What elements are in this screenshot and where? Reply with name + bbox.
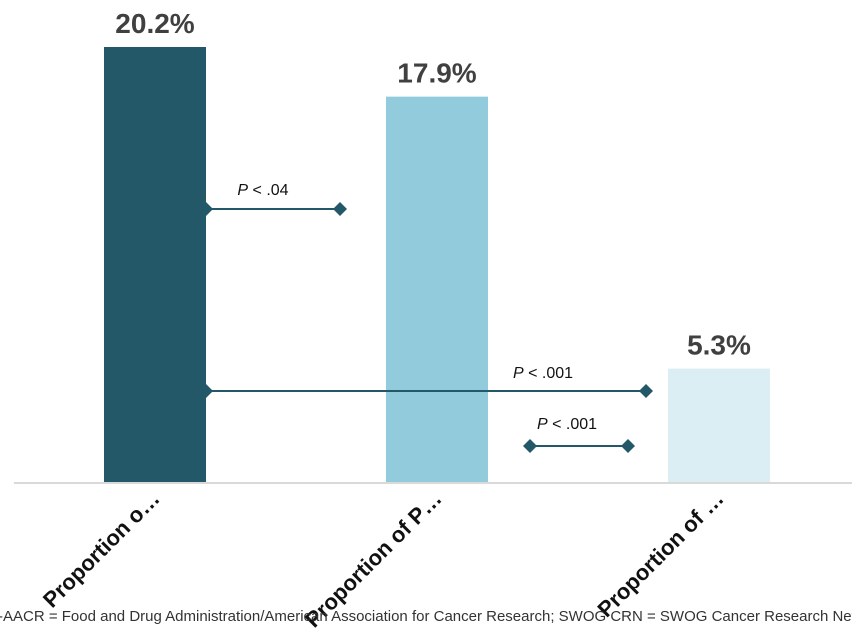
comparison-marker-start-3 bbox=[523, 439, 537, 453]
category-label-3: Proportion of … bbox=[592, 486, 728, 622]
comparison-marker-end-1 bbox=[333, 202, 347, 216]
footnote: FDA-AACR = Food and Drug Administration/… bbox=[0, 608, 852, 625]
comparison-marker-end-3 bbox=[621, 439, 635, 453]
comparison-pvalue-label-3: P < .001 bbox=[537, 416, 597, 433]
bar-value-label-3: 5.3% bbox=[687, 330, 751, 361]
bar-value-label-2: 17.9% bbox=[397, 58, 476, 89]
bar-3 bbox=[668, 368, 770, 483]
comparison-pvalue-label-2: P < .001 bbox=[513, 365, 573, 382]
comparison-marker-start-1 bbox=[199, 202, 213, 216]
comparison-connectors: P < .04 P < .001 P < .001 bbox=[199, 182, 653, 453]
bars-group: 20.2% 17.9% 5.3% bbox=[104, 8, 770, 484]
comparison-pvalue-label-1: P < .04 bbox=[237, 182, 288, 199]
category-label-1: Proportion o… bbox=[38, 486, 165, 613]
bar-value-label-1: 20.2% bbox=[115, 8, 194, 39]
comparison-marker-end-2 bbox=[639, 384, 653, 398]
comparison-marker-start-2 bbox=[199, 384, 213, 398]
bar-1 bbox=[104, 47, 206, 483]
bar-2 bbox=[386, 96, 488, 484]
